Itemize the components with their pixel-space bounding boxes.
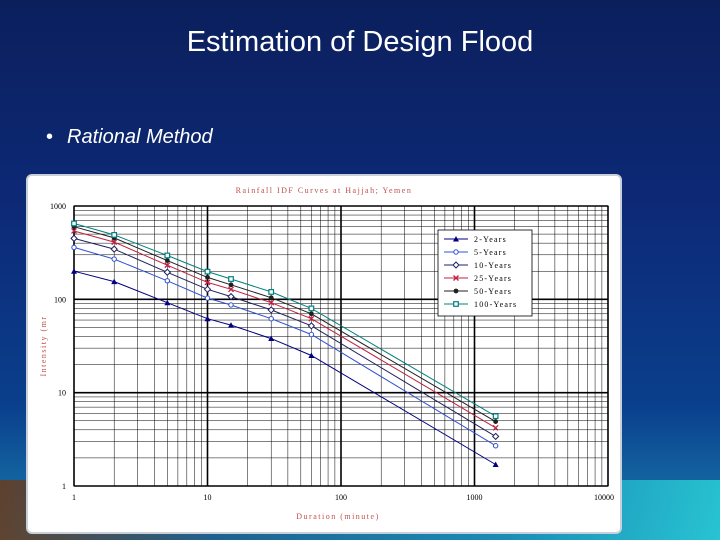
data-point bbox=[163, 268, 172, 276]
data-point bbox=[228, 282, 234, 288]
data-point bbox=[228, 322, 235, 328]
legend-entry: 2-Years bbox=[444, 235, 507, 244]
data-point bbox=[70, 234, 78, 243]
series-line bbox=[73, 270, 496, 465]
x-tick-label: 10000 bbox=[594, 493, 614, 502]
tick-labels: 1 10 100 1000 10000 1 10 100 1000 bbox=[50, 202, 614, 502]
series-line bbox=[73, 223, 496, 417]
data-point bbox=[268, 299, 275, 306]
series-line bbox=[73, 246, 496, 447]
data-point bbox=[268, 289, 275, 295]
data-point bbox=[453, 249, 459, 255]
data-point bbox=[452, 261, 460, 269]
series-2-years bbox=[71, 268, 499, 467]
data-point bbox=[204, 315, 211, 322]
series-50-years bbox=[71, 224, 499, 424]
data-point bbox=[111, 256, 117, 262]
data-point bbox=[308, 305, 315, 312]
data-point bbox=[203, 285, 212, 294]
data-point bbox=[204, 279, 211, 286]
data-point bbox=[111, 278, 118, 285]
series-25-years bbox=[71, 228, 499, 431]
idf-chart: 1 10 100 1000 10000 1 10 100 1000 Rainfall IDF C… bbox=[39, 186, 614, 521]
legend-label: 5-Years bbox=[474, 248, 507, 257]
data-point bbox=[453, 288, 459, 294]
data-point bbox=[492, 461, 499, 467]
legend-label: 100-Years bbox=[474, 300, 517, 309]
legend-label: 2-Years bbox=[474, 235, 507, 244]
data-point bbox=[164, 299, 171, 306]
y-tick-label: 100 bbox=[54, 295, 66, 304]
series-layer bbox=[70, 220, 500, 467]
legend-label: 25-Years bbox=[474, 274, 512, 283]
series-line bbox=[73, 230, 496, 429]
data-point bbox=[111, 232, 118, 238]
data-point bbox=[308, 315, 315, 322]
data-point bbox=[228, 276, 234, 282]
series-100-years bbox=[71, 220, 499, 420]
data-point bbox=[164, 252, 171, 259]
x-axis-label: Duration (minute) bbox=[296, 512, 379, 521]
data-point bbox=[227, 292, 235, 301]
data-point bbox=[71, 228, 77, 234]
legend-entry: 10-Years bbox=[444, 261, 512, 270]
bullet-item: • Rational Method bbox=[46, 126, 213, 149]
series-5-years bbox=[71, 244, 499, 449]
plot-frame bbox=[73, 205, 609, 487]
data-point bbox=[267, 306, 275, 314]
data-point bbox=[204, 295, 211, 301]
data-point bbox=[268, 335, 275, 342]
data-point bbox=[453, 236, 459, 242]
legend: 2-Years 5-Years 10-Years 25-Years 50-Years 10… bbox=[437, 229, 533, 317]
data-point bbox=[268, 295, 274, 301]
data-point bbox=[111, 239, 118, 246]
x-tick-label: 1000 bbox=[467, 493, 483, 502]
data-point bbox=[268, 316, 274, 322]
data-point bbox=[204, 268, 211, 275]
data-point bbox=[164, 258, 170, 264]
chart-title: Rainfall IDF Curves at Hajjah; Yemen bbox=[236, 186, 413, 195]
data-point bbox=[110, 245, 118, 253]
series-line bbox=[73, 226, 496, 423]
data-point bbox=[228, 302, 234, 308]
data-point bbox=[491, 432, 500, 441]
x-tick-label: 100 bbox=[335, 493, 347, 502]
data-point bbox=[71, 220, 77, 227]
y-axis-label: Intensity (mr bbox=[39, 315, 48, 376]
data-point bbox=[492, 443, 499, 449]
legend-entry: 50-Years bbox=[444, 287, 512, 296]
slide-title: Estimation of Design Flood bbox=[186, 26, 534, 58]
data-point bbox=[453, 301, 459, 307]
x-tick-label: 1 bbox=[72, 493, 76, 502]
legend-entry: 100-Years bbox=[444, 300, 517, 309]
series-10-years bbox=[70, 234, 500, 441]
data-point bbox=[308, 311, 314, 317]
data-point bbox=[164, 262, 171, 269]
bullet-symbol: • bbox=[46, 126, 54, 148]
data-point bbox=[164, 278, 171, 284]
data-point bbox=[308, 352, 315, 359]
data-point bbox=[71, 244, 77, 251]
data-point bbox=[228, 286, 234, 293]
bullet-text: Rational Method bbox=[67, 126, 213, 148]
data-point bbox=[453, 275, 459, 281]
data-point bbox=[308, 331, 315, 338]
legend-entry: 5-Years bbox=[444, 248, 507, 257]
data-point bbox=[307, 322, 316, 330]
y-tick-label: 1 bbox=[62, 482, 66, 491]
chart-panel: 1 10 100 1000 10000 1 10 100 1000 Rainfall IDF C… bbox=[26, 174, 622, 534]
y-tick-label: 1000 bbox=[50, 202, 66, 211]
data-point bbox=[492, 424, 499, 431]
series-line bbox=[73, 237, 496, 437]
legend-label: 50-Years bbox=[474, 287, 512, 296]
data-point bbox=[493, 419, 499, 424]
legend-label: 10-Years bbox=[474, 261, 512, 270]
x-tick-label: 10 bbox=[204, 493, 212, 502]
y-tick-label: 10 bbox=[58, 389, 66, 398]
data-point bbox=[71, 268, 77, 274]
data-point bbox=[492, 413, 499, 420]
data-point bbox=[205, 274, 210, 280]
legend-entry: 25-Years bbox=[444, 274, 512, 283]
